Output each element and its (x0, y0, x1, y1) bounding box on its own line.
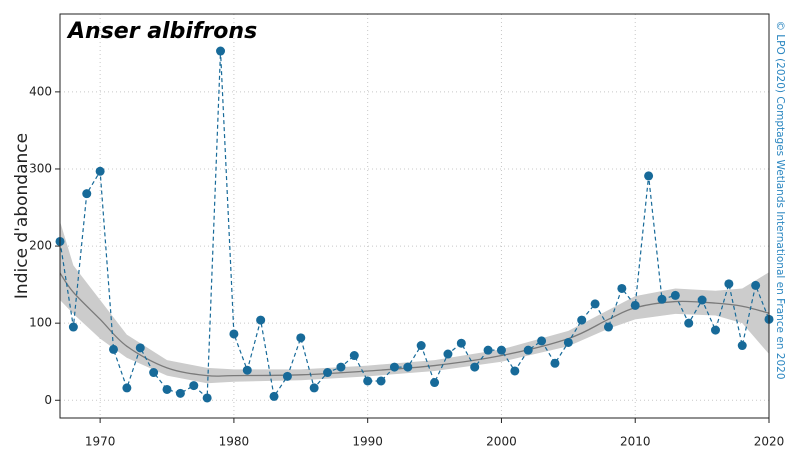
credit: © LPO (2020) Comptages Wetlands Internat… (774, 20, 786, 379)
data-point (122, 383, 132, 393)
data-point (644, 171, 654, 181)
data-point (483, 345, 493, 355)
data-point (590, 299, 600, 309)
data-point (202, 393, 212, 403)
plot-frame (59, 13, 770, 419)
data-point (710, 325, 720, 335)
data-point (269, 391, 279, 401)
confidence-band (60, 221, 769, 384)
data-point (603, 322, 613, 332)
data-point (282, 371, 292, 381)
data-point (430, 378, 440, 388)
series-line (59, 50, 770, 400)
data-point (751, 280, 761, 290)
data-point (216, 46, 226, 56)
data-point (470, 362, 480, 372)
data-point (162, 384, 172, 394)
data-point (456, 338, 466, 348)
data-point (724, 279, 734, 289)
data-point (363, 376, 373, 386)
data-point (189, 381, 199, 391)
data-point (670, 290, 680, 300)
data-point (617, 283, 627, 293)
data-point (389, 362, 399, 372)
x-tick-label: 2010 (620, 435, 651, 449)
x-tick-label: 1980 (219, 435, 250, 449)
data-point (149, 368, 159, 378)
data-point (135, 343, 145, 353)
data-point (697, 295, 707, 305)
y-tick-label: 100 (29, 316, 52, 330)
data-point (82, 189, 92, 199)
data-point (309, 383, 319, 393)
data-point (95, 166, 105, 176)
data-point (496, 345, 506, 355)
data-point (229, 329, 239, 339)
trend-line (59, 272, 770, 377)
y-tick-label: 400 (29, 84, 52, 98)
data-point (510, 366, 520, 376)
data-point (256, 315, 266, 325)
x-tick-label: 1990 (352, 435, 383, 449)
data-point (523, 345, 533, 355)
data-point (443, 349, 453, 359)
x-tick-label: 1970 (85, 435, 116, 449)
data-point (376, 376, 386, 386)
data-point (416, 341, 426, 351)
x-tick-label: 2000 (486, 435, 517, 449)
data-point (242, 365, 252, 375)
data-point (336, 362, 346, 372)
data-point (563, 337, 573, 347)
y-tick-label: 200 (29, 239, 52, 253)
y-tick-label: 0 (44, 393, 52, 407)
data-point (109, 344, 119, 354)
data-point (537, 336, 547, 346)
data-point (630, 300, 640, 310)
chart-title: Anser albifrons (66, 19, 257, 44)
data-point (737, 341, 747, 351)
data-point (577, 315, 587, 325)
data-point (684, 318, 694, 328)
x-tick-label: 2020 (754, 435, 785, 449)
data-point (657, 294, 667, 304)
y-axis-label: Indice d'abondance (12, 133, 32, 299)
data-point (175, 388, 185, 398)
y-tick-label: 300 (29, 161, 52, 175)
data-point (296, 333, 306, 343)
data-point (68, 322, 78, 332)
data-point (550, 358, 560, 368)
data-point (349, 351, 359, 361)
data-point (323, 368, 333, 378)
data-point (403, 362, 413, 372)
